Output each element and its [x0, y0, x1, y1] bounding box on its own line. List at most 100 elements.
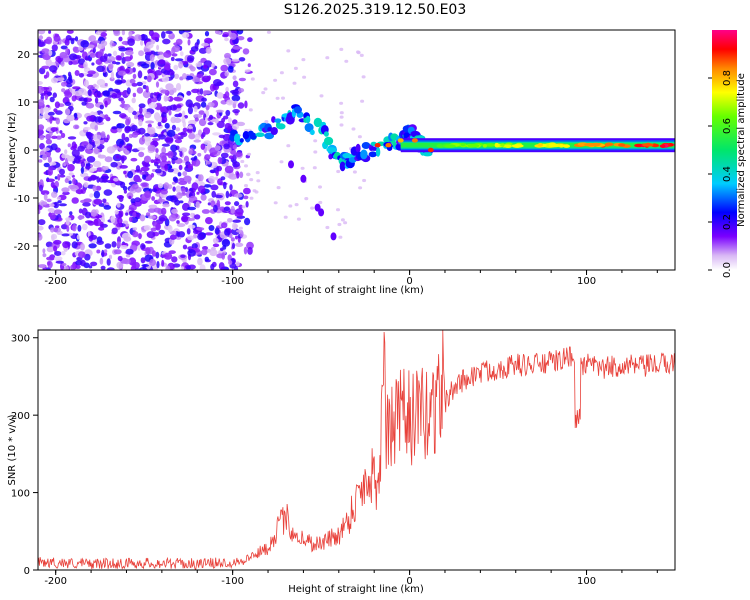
- noise-speckle: [244, 217, 251, 226]
- noise-speckle: [190, 157, 197, 161]
- noise-speckle: [155, 115, 163, 123]
- signal-blob: [310, 129, 315, 136]
- noise-speckle: [130, 198, 136, 204]
- noise-speckle: [89, 167, 98, 172]
- noise-speckle: [255, 171, 260, 175]
- signal-blob: [276, 123, 286, 130]
- noise-speckle: [111, 241, 117, 248]
- noise-speckle: [232, 219, 241, 223]
- noise-speckle: [158, 214, 168, 222]
- noise-speckle: [221, 239, 231, 247]
- noise-speckle: [78, 208, 83, 214]
- noise-speckle: [223, 206, 230, 212]
- noise-speckle: [252, 189, 257, 193]
- noise-speckle: [187, 217, 194, 222]
- noise-speckle: [136, 81, 143, 87]
- noise-speckle: [96, 131, 101, 136]
- noise-speckle: [194, 117, 199, 122]
- noise-speckle: [78, 251, 86, 259]
- noise-speckle: [187, 179, 191, 184]
- noise-speckle: [234, 265, 239, 270]
- noise-speckle: [99, 113, 103, 118]
- band-core: [500, 143, 505, 147]
- noise-speckle: [118, 47, 127, 52]
- noise-speckle: [187, 206, 197, 211]
- noise-speckle: [228, 155, 234, 160]
- noise-speckle: [204, 37, 213, 44]
- noise-speckle: [111, 42, 116, 47]
- noise-speckle: [38, 264, 47, 269]
- noise-speckle: [246, 241, 254, 250]
- noise-speckle: [110, 215, 116, 224]
- noise-speckle: [142, 174, 147, 180]
- noise-speckle: [148, 102, 158, 109]
- noise-speckle: [188, 124, 192, 130]
- noise-speckle: [212, 243, 220, 248]
- noise-speckle: [338, 235, 343, 239]
- noise-speckle: [222, 133, 232, 141]
- noise-speckle: [224, 37, 229, 42]
- noise-speckle: [101, 216, 105, 223]
- noise-speckle: [85, 165, 91, 170]
- noise-speckle: [90, 174, 97, 181]
- noise-speckle: [236, 171, 240, 179]
- noise-speckle: [80, 199, 88, 204]
- signal-blob: [255, 132, 265, 137]
- noise-speckle: [351, 127, 356, 131]
- signal-blob: [294, 106, 302, 114]
- noise-speckle: [106, 258, 111, 266]
- noise-speckle: [165, 195, 175, 201]
- noise-speckle: [69, 53, 78, 61]
- noise-speckle: [147, 126, 156, 135]
- noise-speckle: [38, 209, 41, 215]
- noise-speckle: [178, 61, 184, 69]
- noise-speckle: [213, 79, 222, 87]
- noise-speckle: [123, 236, 132, 242]
- noise-speckle: [94, 125, 98, 131]
- noise-speckle: [194, 214, 201, 220]
- noise-speckle: [61, 88, 66, 93]
- noise-speckle: [204, 31, 210, 37]
- noise-speckle: [197, 257, 203, 266]
- noise-speckle: [175, 83, 182, 91]
- noise-speckle: [201, 75, 210, 83]
- noise-speckle: [263, 87, 268, 91]
- noise-speckle: [226, 99, 234, 106]
- signal-hotspot: [397, 138, 404, 143]
- noise-speckle: [75, 189, 84, 195]
- noise-speckle: [88, 35, 97, 42]
- noise-speckle: [199, 88, 204, 95]
- noise-speckle: [181, 187, 186, 194]
- noise-speckle: [116, 138, 124, 147]
- band-core: [494, 143, 500, 148]
- noise-speckle: [175, 127, 181, 132]
- signal-blob: [360, 149, 368, 160]
- noise-speckle: [244, 164, 248, 168]
- spectrogram-plot-area: [38, 30, 675, 270]
- noise-speckle: [46, 178, 55, 183]
- noise-speckle: [157, 121, 162, 127]
- noise-speckle: [174, 58, 184, 62]
- noise-speckle: [64, 149, 68, 155]
- spectrogram-x-tick-label: -200: [44, 276, 67, 287]
- noise-speckle: [76, 234, 80, 240]
- noise-speckle: [161, 31, 166, 39]
- band-core: [511, 144, 524, 148]
- noise-speckle: [247, 246, 253, 255]
- noise-speckle: [42, 153, 48, 161]
- noise-speckle: [139, 214, 146, 222]
- noise-speckle: [310, 206, 315, 210]
- noise-speckle: [135, 165, 141, 172]
- noise-speckle: [361, 75, 366, 79]
- noise-speckle: [86, 156, 96, 163]
- noise-speckle: [96, 79, 106, 86]
- figure-title: S126.2025.319.12.50.E03: [284, 2, 467, 18]
- noise-speckle: [53, 108, 58, 113]
- noise-speckle: [60, 132, 66, 139]
- noise-speckle: [182, 120, 186, 128]
- noise-speckle: [138, 233, 142, 240]
- noise-speckle: [204, 256, 209, 262]
- noise-speckle: [173, 73, 180, 80]
- noise-speckle: [138, 50, 145, 57]
- noise-speckle: [168, 214, 177, 222]
